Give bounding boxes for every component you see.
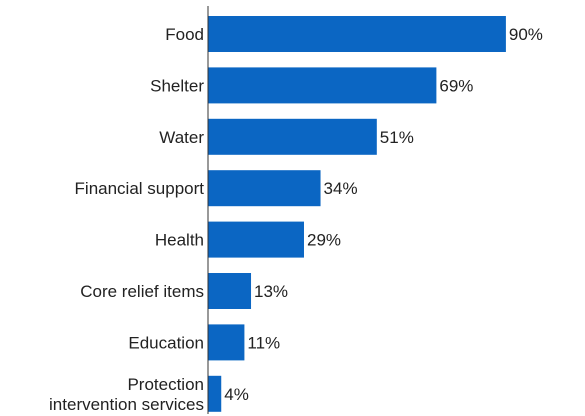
category-label: Food: [165, 25, 204, 44]
bar: [208, 273, 252, 309]
category-labels-group: Food Shelter Water Financial support Health C…: [49, 25, 204, 414]
category-label: Education: [128, 333, 204, 352]
value-label: 51%: [380, 128, 414, 147]
value-label: 13%: [254, 282, 288, 301]
category-label: Protection intervention services: [49, 375, 204, 414]
bar: [208, 221, 304, 258]
bar: [208, 170, 321, 207]
category-label: Health: [155, 231, 204, 250]
value-label: 90%: [509, 25, 543, 44]
value-labels-group: 90% 69% 51% 34% 29% 13% 11% 4%: [224, 25, 543, 404]
value-label: 29%: [307, 231, 341, 250]
bar: [208, 16, 506, 52]
bar: [208, 324, 245, 361]
value-label: 34%: [324, 179, 358, 198]
value-label: 11%: [247, 333, 280, 352]
bar: [208, 375, 222, 412]
bar: [208, 67, 437, 104]
category-label: Shelter: [150, 76, 204, 95]
bar: [208, 118, 377, 155]
category-label: Water: [159, 128, 204, 147]
category-label: Financial support: [75, 179, 205, 198]
category-label: Core relief items: [80, 282, 204, 301]
value-label: 4%: [224, 385, 249, 404]
bars-group: [208, 16, 506, 412]
value-label: 69%: [439, 76, 473, 95]
